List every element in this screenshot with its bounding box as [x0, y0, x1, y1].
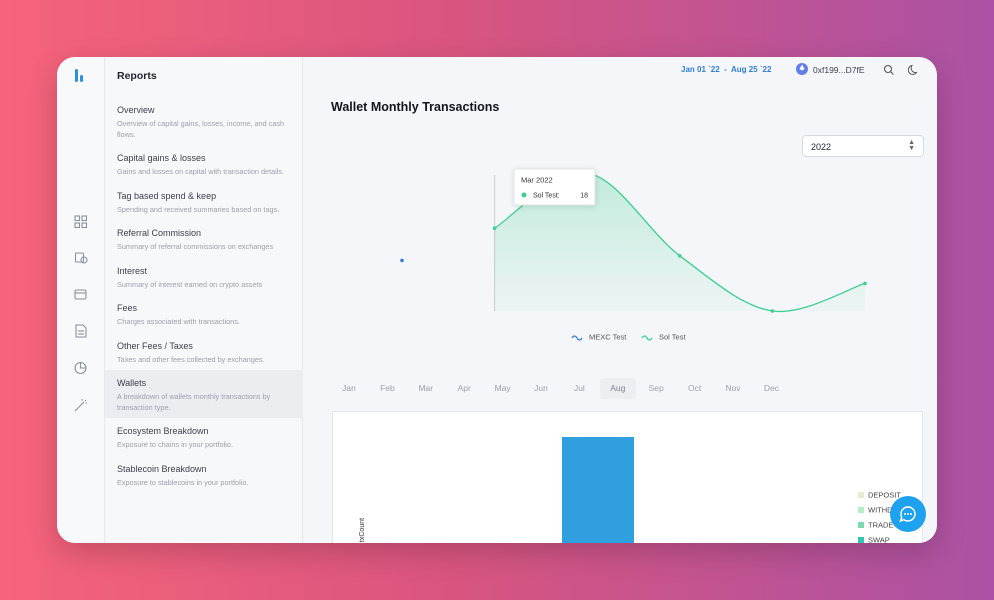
point: [678, 254, 682, 258]
search-icon[interactable]: [883, 64, 895, 76]
month-tab[interactable]: Sep: [648, 383, 664, 393]
legend-icon: [641, 335, 653, 341]
report-description: Exposure to chains in your portfolio.: [117, 440, 234, 449]
legend-label: MEXC Test: [589, 332, 627, 341]
legend-label: SWAP: [868, 535, 890, 543]
sidebar-title: Reports: [117, 70, 157, 82]
wallet-address[interactable]: 0xf199...D7fE: [813, 65, 865, 75]
legend-swatch: [858, 507, 864, 513]
select-arrows: ▲ ▼: [908, 139, 915, 152]
report-title: Wallets: [117, 378, 147, 388]
report-description: Summary of interest earned on crypto ass…: [117, 279, 263, 289]
app-window: Reports Overview Overview of capital gain…: [57, 57, 937, 543]
tooltip-label: Sol Test:: [533, 192, 560, 199]
month-tab[interactable]: May: [494, 383, 511, 393]
report-title: Tag based spend & keep: [117, 190, 217, 201]
month-tab[interactable]: Jan: [342, 383, 356, 393]
y-axis-label: txCount: [359, 518, 366, 542]
report-title: Referral Commission: [117, 228, 202, 238]
month-tab[interactable]: Oct: [687, 383, 702, 393]
year-select[interactable]: 2022 ▲ ▼: [802, 135, 924, 157]
eth-icon: [796, 63, 808, 75]
month-tabs: Jan Feb Mar Apr May Jun Jul Aug Sep Oct Nov Dec: [331, 378, 791, 399]
legend-swatch: [858, 492, 864, 498]
month-tab[interactable]: Mar: [418, 383, 434, 393]
month-tab[interactable]: Apr: [457, 383, 471, 393]
report-item[interactable]: Overview Overview of capital gains, losse…: [105, 97, 303, 145]
month-tab[interactable]: Jun: [534, 383, 548, 393]
legend-label: DEPOSIT: [868, 490, 901, 499]
report-title: Overview: [117, 105, 155, 115]
rail-icons: [74, 69, 88, 412]
tooltip-title: Mar 2022: [521, 175, 553, 184]
legend-icon: [571, 335, 583, 341]
icon-rail: [57, 57, 105, 543]
report-item[interactable]: Interest Summary of interest earned on cr…: [105, 258, 303, 296]
month-tab[interactable]: Feb: [380, 383, 395, 393]
year-value: 2022: [811, 142, 832, 152]
month-tab[interactable]: Nov: [725, 383, 741, 393]
legend-swatch: [858, 537, 864, 543]
report-title: Stablecoin Breakdown: [117, 463, 207, 474]
report-item[interactable]: Capital gains & losses Gains and losses o…: [105, 145, 303, 183]
month-tab[interactable]: Dec: [763, 383, 779, 393]
report-title: Other Fees / Taxes: [117, 340, 193, 351]
tooltip-box: [513, 168, 596, 206]
sidebar: Reports Overview Overview of capital gain…: [105, 57, 303, 543]
report-item[interactable]: Referral Commission Summary of referral c…: [105, 220, 303, 258]
point: [492, 226, 497, 230]
report-description: Taxes and other fees collected by exchan…: [117, 354, 265, 364]
theme-toggle[interactable]: [908, 64, 920, 76]
tooltip-value: 18: [580, 192, 588, 199]
report-item[interactable]: Other Fees / Taxes Taxes and other fees c…: [105, 333, 303, 371]
report-title: Capital gains & losses: [117, 153, 206, 163]
report-description: A breakdown of wallets monthly transacti…: [117, 392, 271, 412]
report-description: Summary of referral commissions on excha…: [117, 242, 274, 251]
tooltip: Mar 2022 Sol Test: 18: [513, 168, 596, 206]
date-range[interactable]: Jan 01 `22 - Aug 25 `22: [681, 65, 772, 74]
report-item[interactable]: Tag based spend & keep Spending and recei…: [105, 183, 303, 221]
point: [400, 258, 404, 263]
legend-label: WITHDRAW: [868, 505, 911, 514]
report-title: Interest: [117, 265, 148, 276]
bar: [562, 437, 634, 543]
bar-chart: txCount DEPOSIT WITHDRAW TRADE SWAP: [332, 411, 923, 543]
area: [494, 172, 865, 312]
report-list: Overview Overview of capital gains, losse…: [105, 97, 303, 493]
legend-swatch: [858, 522, 864, 528]
report-description: Spending and received summaries based on…: [117, 204, 280, 214]
report-item[interactable]: Fees Charges associated with transactions…: [105, 295, 303, 333]
tooltip-dot: [521, 192, 527, 198]
point: [770, 309, 775, 313]
report-description: Gains and losses on capital with transac…: [117, 167, 285, 176]
legend-label: TRADE: [868, 520, 893, 529]
report-description: Charges associated with transactions.: [117, 317, 240, 326]
page-title: Wallet Monthly Transactions: [331, 100, 500, 114]
report-description: Overview of capital gains, losses, incom…: [117, 119, 285, 139]
report-title: Fees: [117, 303, 138, 313]
report-item[interactable]: Wallets A breakdown of wallets monthly tr…: [105, 370, 303, 418]
month-tab[interactable]: Aug: [599, 378, 636, 399]
bar-chart-svg: txCount DEPOSIT WITHDRAW TRADE SWAP: [359, 437, 911, 543]
legend-label: Sol Test: [659, 332, 686, 341]
chat-button[interactable]: [890, 496, 928, 534]
report-description: Exposure to stablecoins in your portfoli…: [117, 477, 249, 487]
report-title: Ecosystem Breakdown: [117, 426, 209, 436]
report-item[interactable]: Stablecoin Breakdown Exposure to stableco…: [105, 456, 303, 494]
month-tab[interactable]: Jul: [573, 383, 585, 393]
line-chart: MEXC Test Sol Test Mar 2022 Sol Test: 18: [400, 168, 867, 341]
point: [863, 281, 867, 286]
report-item[interactable]: Ecosystem Breakdown Exposure to chains in…: [105, 418, 303, 456]
